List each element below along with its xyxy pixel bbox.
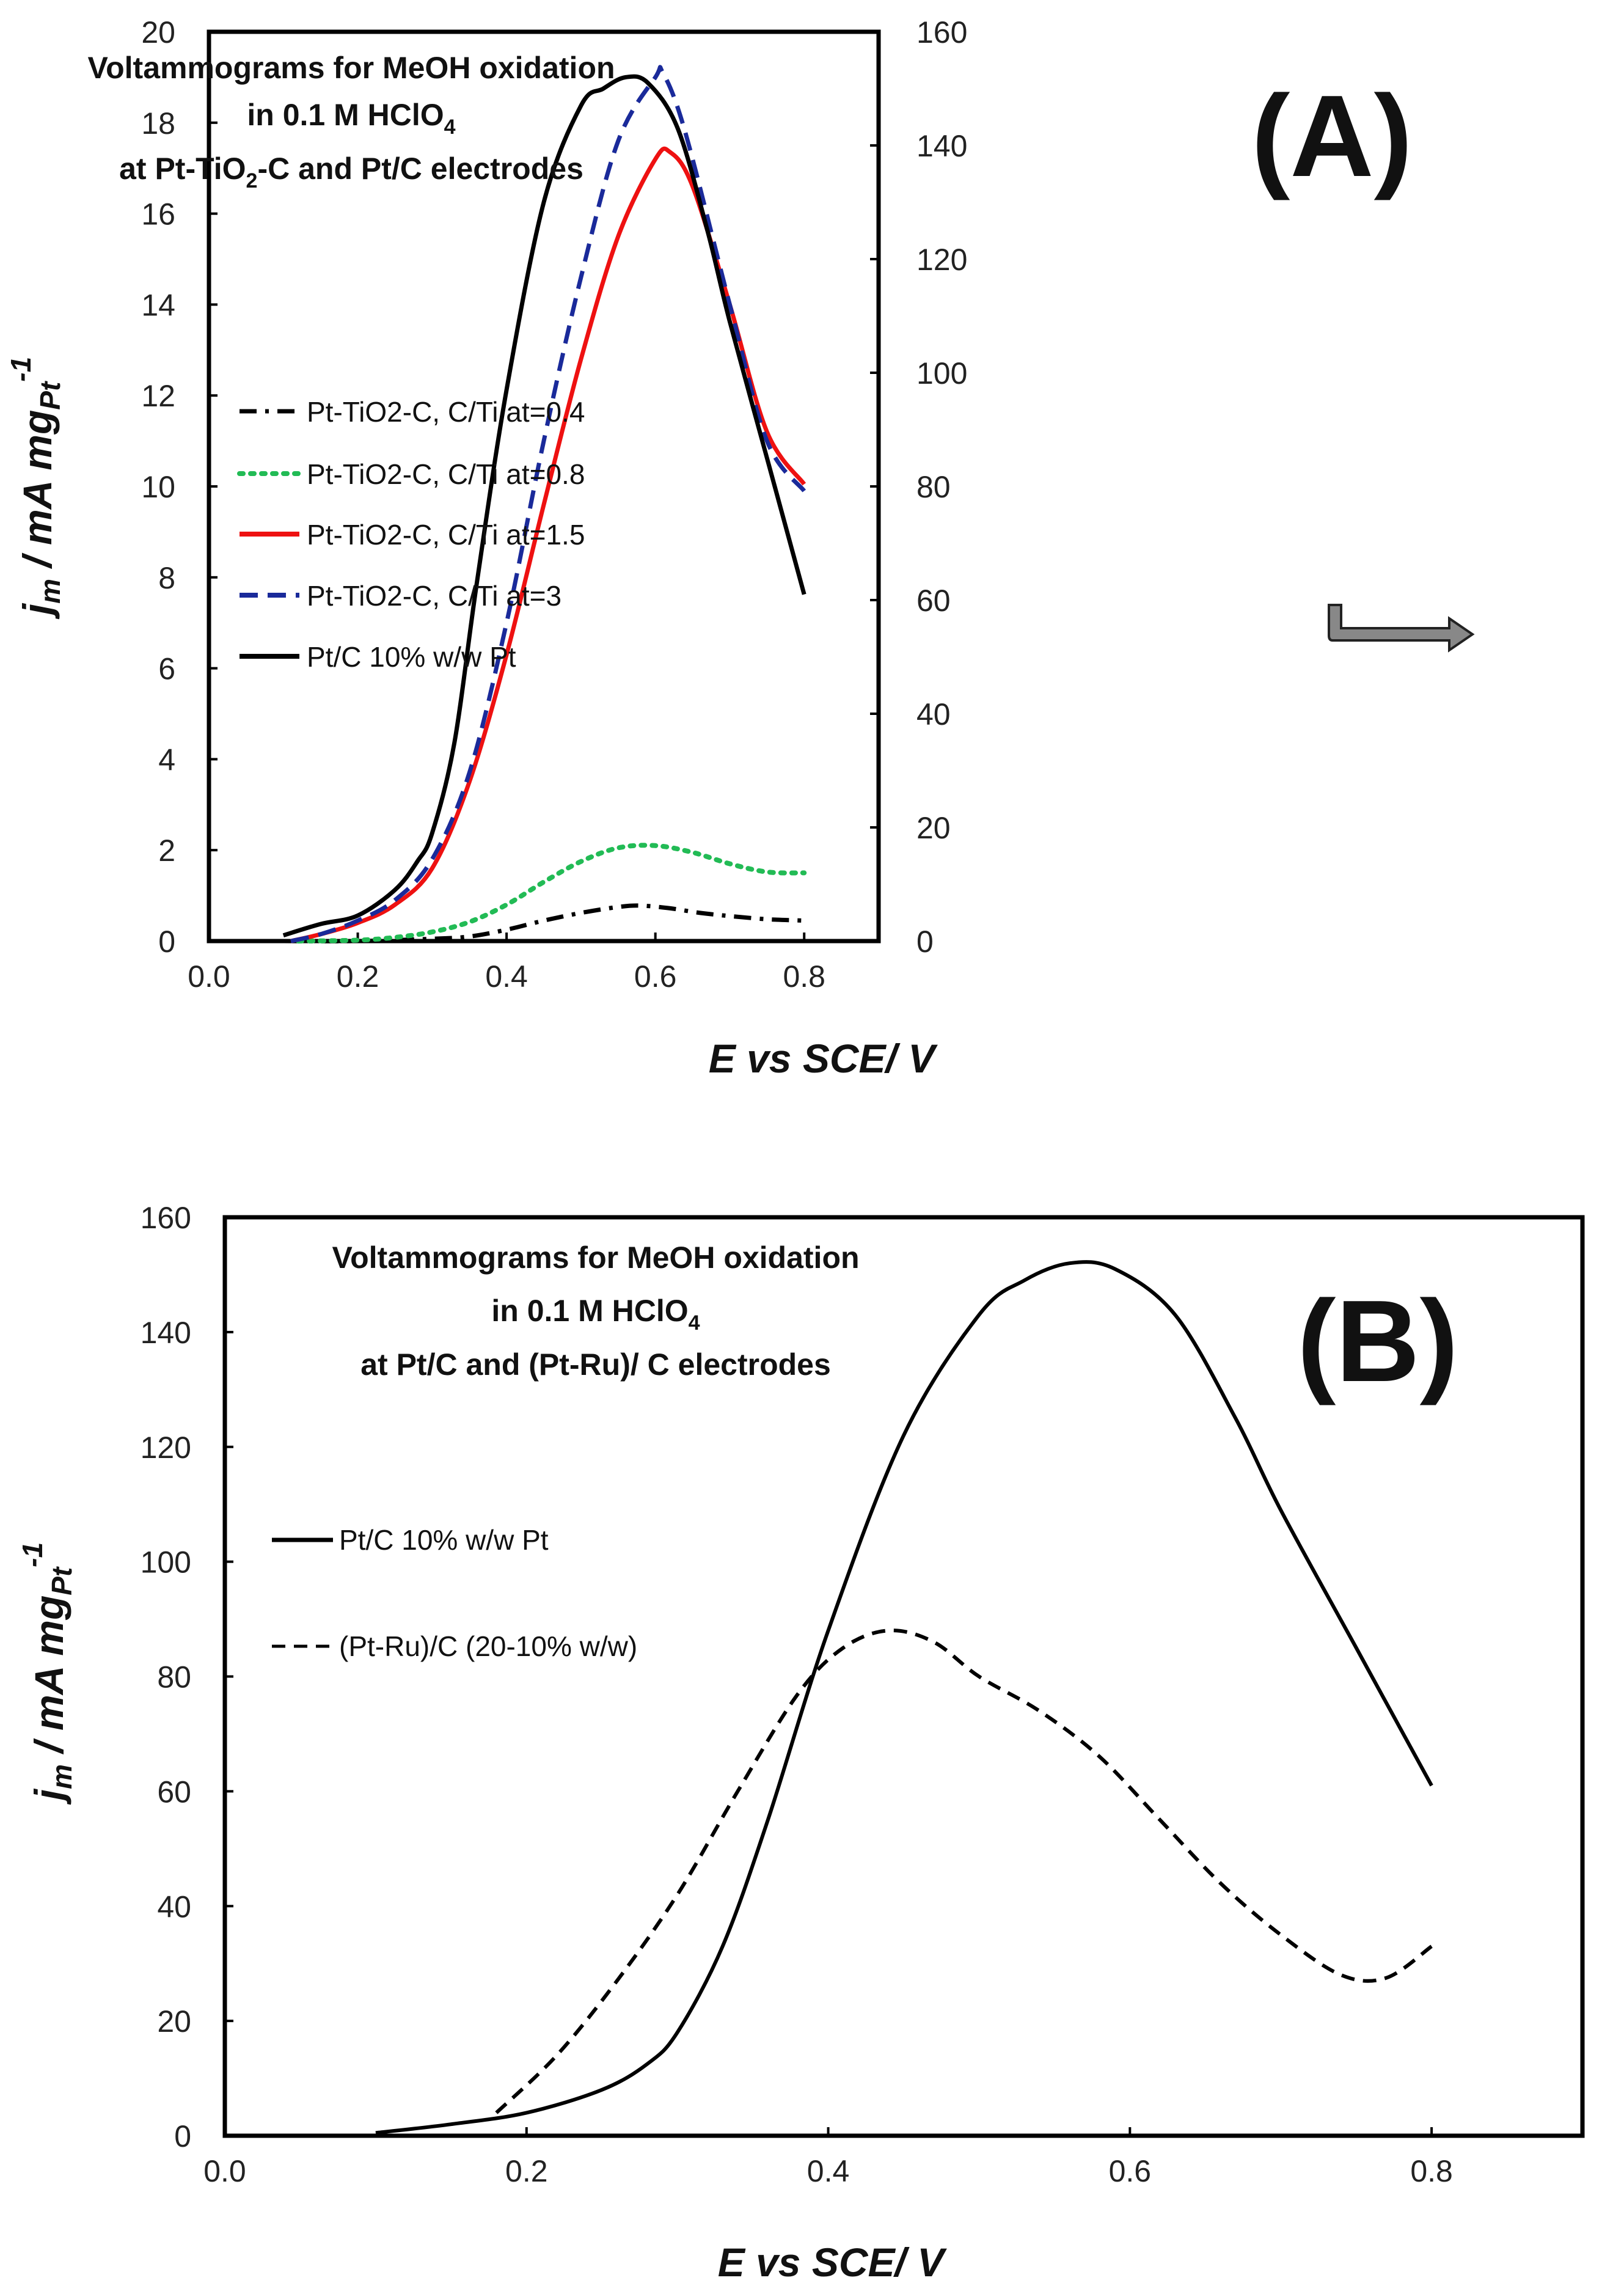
y2-tick-label: 60 xyxy=(916,584,951,618)
y-tick-label: 100 xyxy=(141,1545,191,1580)
y-tick-label: 6 xyxy=(158,652,175,686)
y-tick-label: 14 xyxy=(141,288,175,322)
y-tick-label: 10 xyxy=(141,470,175,504)
x-tick-label: 0.8 xyxy=(783,959,825,994)
legend-a-0-label: Pt-TiO2-C, C/Ti at=0.4 xyxy=(307,396,585,428)
panel-b-y-axis-label: jm / mA mgPt-1 xyxy=(16,1542,78,1805)
panel-b-chart: 0.0 0.2 0.4 0.6 0.8 0 20 40 60 80 100 120 140 160 Vol… xyxy=(16,1201,1585,2283)
y-tick-label: 120 xyxy=(141,1431,191,1465)
y2-tick-label: 0 xyxy=(916,925,934,959)
series-line-b-0 xyxy=(375,1260,1433,2135)
x-tick-label: 0.0 xyxy=(203,2154,246,2188)
y-tick-label: 20 xyxy=(141,15,175,49)
panel-a-title-line-2: in 0.1 M HClO4 xyxy=(247,98,455,139)
y-tick-label: 8 xyxy=(158,561,175,595)
y-tick-label: 40 xyxy=(157,1889,191,1924)
x-tick-label: 0.4 xyxy=(485,959,528,994)
y2-tick-label: 100 xyxy=(916,356,967,390)
panel-a-title-line-1: Voltammograms for MeOH oxidation xyxy=(87,51,615,85)
panel-a-label: (A) xyxy=(1251,71,1413,201)
series-line-b-1 xyxy=(495,1629,1433,2114)
y2-tick-label: 80 xyxy=(916,470,951,504)
right-axis-indicator-arrow xyxy=(1328,604,1475,653)
panel-b-legend: Pt/C 10% w/w Pt (Pt-Ru)/C (20-10% w/w) xyxy=(272,1524,637,1662)
y-tick-label: 16 xyxy=(141,197,175,232)
series-line-a-1 xyxy=(296,843,807,944)
panel-b-x-axis-label: E vs SCE/ V xyxy=(718,2240,947,2283)
panel-a-x-axis-label: E vs SCE/ V xyxy=(709,1036,938,1081)
x-tick-label: 0.2 xyxy=(337,959,379,994)
y2-tick-label: 160 xyxy=(916,15,967,49)
panel-b-label: (B) xyxy=(1297,1277,1458,1406)
panel-a-chart: 0.0 0.2 0.4 0.6 0.8 0 2 4 6 8 10 12 14 16 18 20 0 20 40 60 8… xyxy=(5,15,1475,1081)
panel-a-y-axis-label: jm / mA mgPt-1 xyxy=(5,357,66,620)
y-tick-label: 140 xyxy=(141,1316,191,1350)
y-tick-label: 60 xyxy=(157,1775,191,1809)
y-tick-label: 2 xyxy=(158,834,175,868)
y2-tick-label: 20 xyxy=(916,811,951,845)
y-tick-label: 18 xyxy=(141,106,175,141)
panel-a-legend: Pt-TiO2-C, C/Ti at=0.4 Pt-TiO2-C, C/Ti a… xyxy=(237,396,585,673)
x-tick-label: 0.4 xyxy=(807,2154,850,2188)
x-tick-label: 0.2 xyxy=(505,2154,548,2188)
legend-b-1-label: (Pt-Ru)/C (20-10% w/w) xyxy=(339,1630,637,1662)
panel-b-title-line-2: in 0.1 M HClO4 xyxy=(491,1294,700,1335)
legend-a-4-label: Pt/C 10% w/w Pt xyxy=(307,641,516,673)
y-tick-label: 12 xyxy=(141,379,175,413)
y-tick-label: 20 xyxy=(157,2004,191,2039)
y-tick-label: 0 xyxy=(158,925,175,959)
panel-a-title-line-3: at Pt-TiO2-C and Pt/C electrodes xyxy=(119,152,583,192)
y-tick-label: 160 xyxy=(141,1201,191,1235)
y-tick-label: 0 xyxy=(174,2119,191,2153)
legend-b-0-label: Pt/C 10% w/w Pt xyxy=(339,1524,549,1556)
x-tick-label: 0.8 xyxy=(1410,2154,1453,2188)
x-tick-label: 0.6 xyxy=(634,959,677,994)
y2-tick-label: 40 xyxy=(916,697,951,731)
y-tick-label: 4 xyxy=(158,742,175,777)
y2-tick-label: 140 xyxy=(916,129,967,163)
series-line-a-4 xyxy=(282,74,807,938)
x-tick-label: 0.0 xyxy=(188,959,230,994)
x-tick-label: 0.6 xyxy=(1109,2154,1152,2188)
legend-a-3-label: Pt-TiO2-C, C/Ti at=3 xyxy=(307,580,561,612)
legend-a-2-label: Pt-TiO2-C, C/Ti at=1.5 xyxy=(307,519,585,551)
panel-b-title-line-1: Voltammograms for MeOH oxidation xyxy=(332,1240,859,1275)
series-line-a-3 xyxy=(290,65,807,944)
panel-b-title-line-3: at Pt/C and (Pt-Ru)/ C electrodes xyxy=(360,1347,831,1382)
series-line-a-0 xyxy=(283,903,805,944)
y-tick-label: 80 xyxy=(157,1660,191,1695)
y2-tick-label: 120 xyxy=(916,243,967,277)
legend-a-1-label: Pt-TiO2-C, C/Ti at=0.8 xyxy=(307,458,585,490)
